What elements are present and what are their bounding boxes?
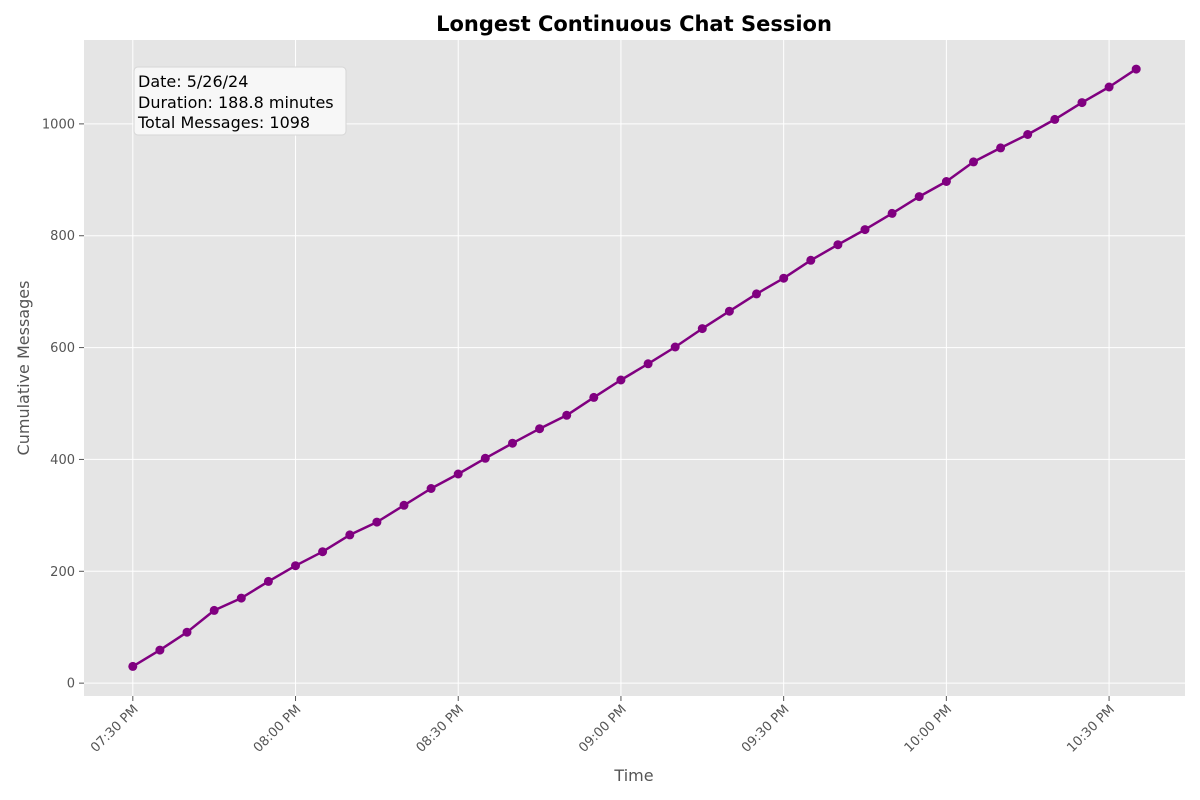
data-point	[833, 240, 843, 250]
x-tick-label: 09:30 PM	[739, 702, 792, 755]
data-point	[914, 192, 924, 202]
x-tick-label: 10:00 PM	[902, 702, 955, 755]
data-point	[562, 410, 572, 420]
data-point	[589, 392, 599, 402]
x-tick-label: 07:30 PM	[88, 702, 141, 755]
data-point	[1131, 64, 1141, 74]
data-point	[670, 342, 680, 352]
data-point	[399, 500, 409, 510]
data-point	[779, 273, 789, 283]
y-tick-label: 600	[50, 341, 75, 356]
data-point	[643, 359, 653, 369]
x-tick-label: 08:30 PM	[414, 702, 467, 755]
y-axis-ticks: 0 200 400 600 800 1000	[42, 117, 84, 692]
data-points	[128, 64, 1141, 671]
data-point	[860, 225, 870, 235]
y-tick-label: 800	[50, 229, 75, 244]
data-point	[345, 530, 355, 540]
data-point	[887, 208, 897, 218]
data-point	[535, 424, 545, 434]
data-point	[426, 484, 436, 493]
data-point	[291, 561, 300, 571]
data-point	[616, 375, 626, 385]
data-point	[806, 255, 816, 265]
data-point	[508, 438, 517, 448]
data-point	[1023, 130, 1033, 139]
data-point	[697, 324, 707, 334]
x-tick-label: 10:30 PM	[1064, 702, 1117, 755]
x-axis-ticks: 07:30 PM 08:00 PM 08:30 PM 09:00 PM 09:30 PM…	[88, 696, 1118, 756]
info-date: Date: 5/26/24	[138, 72, 248, 91]
data-point	[318, 547, 328, 557]
data-point	[941, 177, 951, 186]
data-point	[263, 576, 273, 586]
info-total-messages: Total Messages: 1098	[137, 113, 310, 132]
data-point	[724, 306, 734, 316]
data-point	[996, 143, 1006, 153]
data-point	[453, 469, 463, 479]
data-point	[480, 453, 490, 463]
data-point	[969, 157, 978, 167]
data-point	[372, 517, 382, 527]
data-point	[1104, 82, 1114, 92]
data-point	[128, 661, 138, 671]
info-duration: Duration: 188.8 minutes	[138, 93, 334, 112]
x-tick-label: 09:00 PM	[576, 702, 629, 755]
data-point	[236, 593, 246, 603]
data-point	[1050, 114, 1060, 124]
chart-title: Longest Continuous Chat Session	[436, 12, 832, 36]
info-box-frame	[133, 66, 347, 136]
y-tick-label: 400	[50, 453, 75, 468]
info-box: Date: 5/26/24 Duration: 188.8 minutes To…	[133, 66, 347, 136]
data-point	[1077, 98, 1087, 108]
x-axis-label: Time	[613, 766, 653, 785]
data-point	[155, 645, 165, 655]
x-tick-label: 08:00 PM	[251, 702, 304, 755]
y-tick-label: 0	[67, 677, 75, 692]
y-axis-label: Cumulative Messages	[14, 281, 33, 456]
y-tick-label: 200	[50, 565, 75, 580]
grid-lines	[84, 40, 1185, 696]
data-point	[182, 627, 192, 637]
y-tick-label: 1000	[42, 117, 75, 132]
series-line	[132, 68, 1137, 668]
data-point	[752, 289, 761, 299]
data-point	[209, 605, 219, 615]
